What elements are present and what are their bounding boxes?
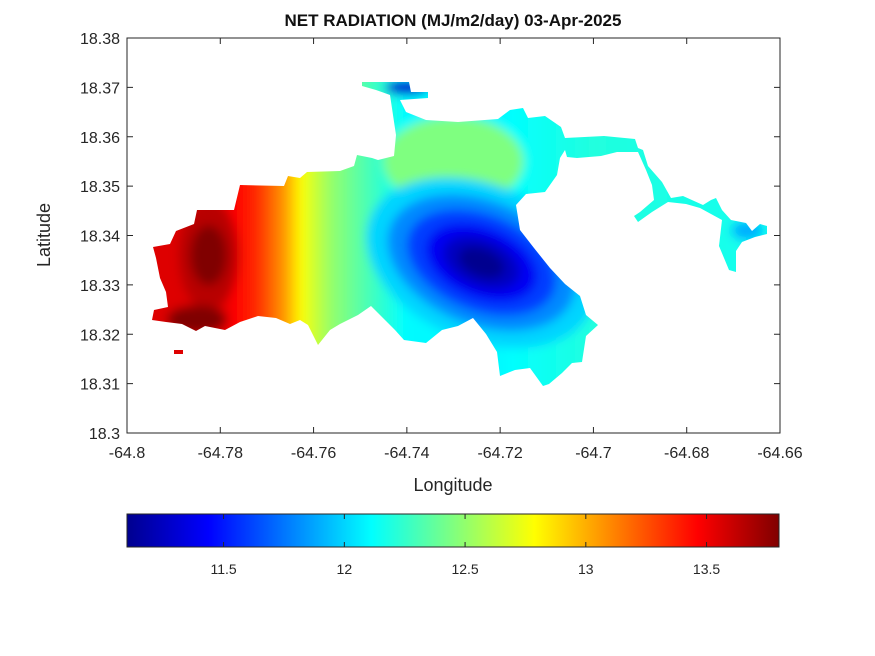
chart-title: NET RADIATION (MJ/m2/day) 03-Apr-2025 (285, 11, 622, 30)
y-tick-label: 18.33 (80, 278, 120, 295)
x-tick-label: -64.72 (477, 445, 522, 462)
x-tick-label: -64.78 (198, 445, 243, 462)
x-tick-label: -64.66 (757, 445, 802, 462)
field-band (718, 82, 725, 386)
field-band (331, 82, 338, 386)
colorbar-tick-label: 11.5 (210, 561, 236, 577)
field-band (177, 82, 184, 386)
field-band (271, 82, 277, 386)
field-band (252, 82, 259, 386)
field-band (336, 82, 343, 386)
x-axis-label: Longitude (413, 475, 492, 495)
field-band (303, 82, 310, 386)
colorbar-tick-label: 12 (337, 561, 353, 577)
field-band (238, 82, 245, 386)
field-band (266, 82, 273, 386)
colorbar-gradient (126, 513, 780, 548)
y-tick-label: 18.31 (80, 377, 120, 394)
field-band (760, 82, 767, 386)
y-tick-label: 18.35 (80, 179, 120, 196)
field-band (765, 82, 767, 386)
field-band (359, 82, 366, 386)
y-tick-label: 18.37 (80, 80, 120, 97)
colorbar-tick-label: 12.5 (451, 561, 478, 577)
field-band (285, 82, 291, 386)
field-band (173, 82, 179, 386)
field-band (728, 82, 734, 386)
field-contour (458, 246, 505, 279)
field-band (233, 82, 240, 386)
field-band (327, 82, 333, 386)
field-contour (190, 225, 227, 286)
colorbar-tick-label: 13 (578, 561, 594, 577)
y-tick-label: 18.32 (80, 327, 120, 344)
x-tick-label: -64.8 (109, 445, 146, 462)
y-axis-label: Latitude (34, 203, 54, 267)
x-axis: -64.8 -64.78 -64.76 -64.74 -64.72 -64.7 -64.68… (109, 38, 803, 462)
x-tick-label: -64.7 (575, 445, 612, 462)
field-band (317, 82, 324, 386)
field-band (294, 82, 301, 386)
x-tick-label: -64.68 (664, 445, 709, 462)
field-band (355, 82, 361, 386)
colorbar: 11.5 12 12.5 13 13.5 (126, 513, 780, 577)
y-tick-label: 18.34 (80, 229, 120, 246)
field-band (275, 82, 282, 386)
field-band (280, 82, 287, 386)
field-band (261, 82, 268, 386)
y-tick-label: 18.3 (89, 426, 120, 443)
y-axis: 18.3 18.31 18.32 18.33 18.34 18.35 18.36 18.37 1… (80, 31, 780, 443)
field-band (243, 82, 249, 386)
field-band (313, 82, 319, 386)
x-tick-label: -64.76 (291, 445, 336, 462)
field-band (322, 82, 329, 386)
y-tick-label: 18.38 (80, 31, 120, 48)
field-band (350, 82, 357, 386)
field-band (308, 82, 315, 386)
x-tick-label: -64.74 (384, 445, 429, 462)
field-band (247, 82, 254, 386)
field-band (341, 82, 347, 386)
colorbar-tick-label: 13.5 (693, 561, 720, 577)
field-band (723, 82, 730, 386)
field-band (345, 82, 352, 386)
y-tick-label: 18.36 (80, 130, 120, 147)
colorbar-ticks: 11.5 12 12.5 13 13.5 (210, 514, 720, 577)
field-band (257, 82, 263, 386)
field-band (299, 82, 305, 386)
field-band (289, 82, 296, 386)
